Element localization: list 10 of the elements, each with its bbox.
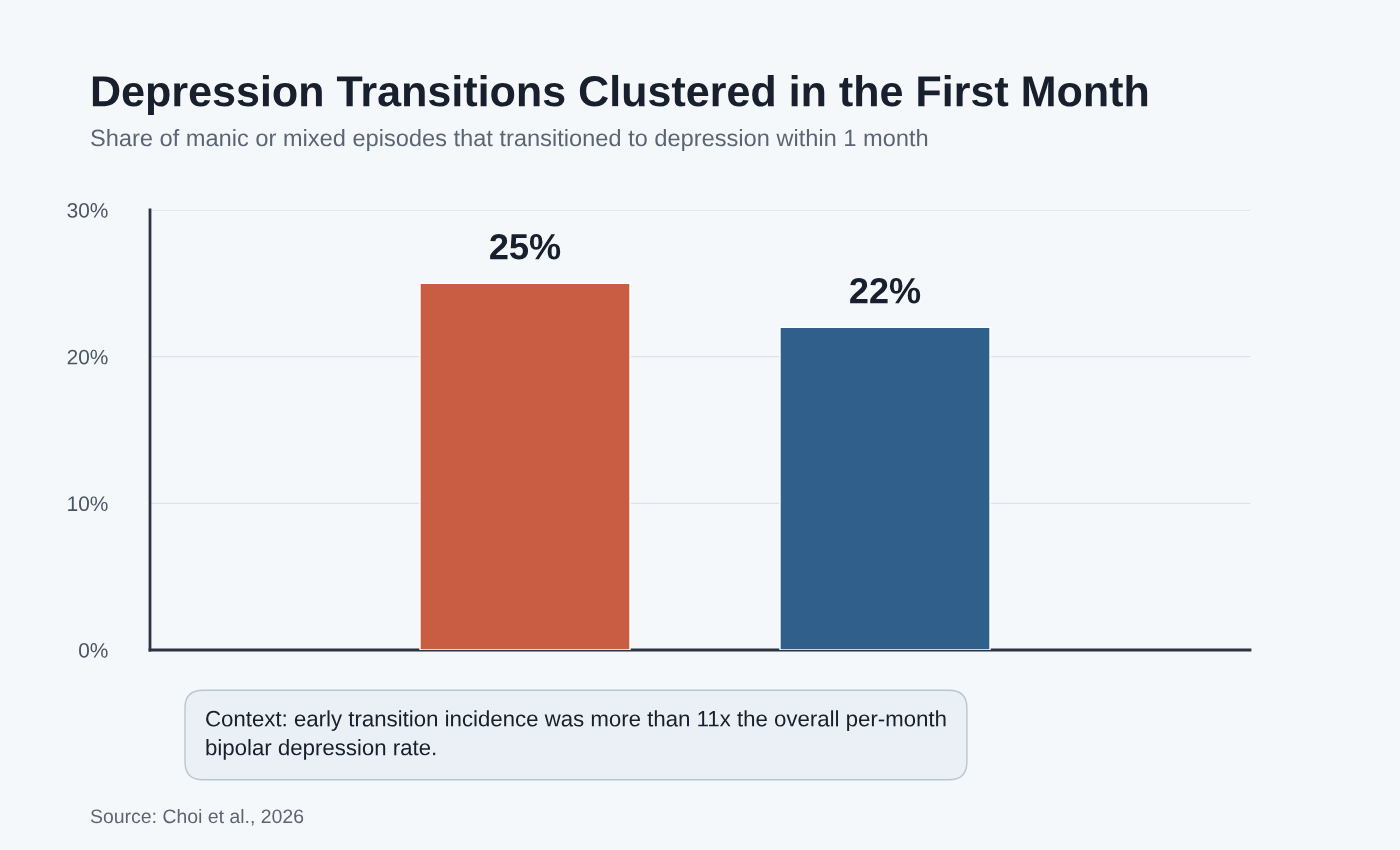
source-note: Source: Choi et al., 2026 [90,808,304,826]
data-label: 22% [850,277,921,304]
y-tick-label: 30% [67,203,108,218]
text: Context: early transition incidence was more than 11x the overall per-month bipolar depression rate. [206,710,946,760]
y-tick-label: 0% [79,643,108,658]
y-tick-label: 20% [67,349,108,365]
y-tick-label: 10% [68,496,108,512]
chart-subtitle: Share of manic or mixed episodes that transitioned to depression within 1 month [91,129,928,151]
chart-title: Depression Transitions Clustered in the First Month [92,74,1148,116]
data-label: 25% [490,233,561,260]
